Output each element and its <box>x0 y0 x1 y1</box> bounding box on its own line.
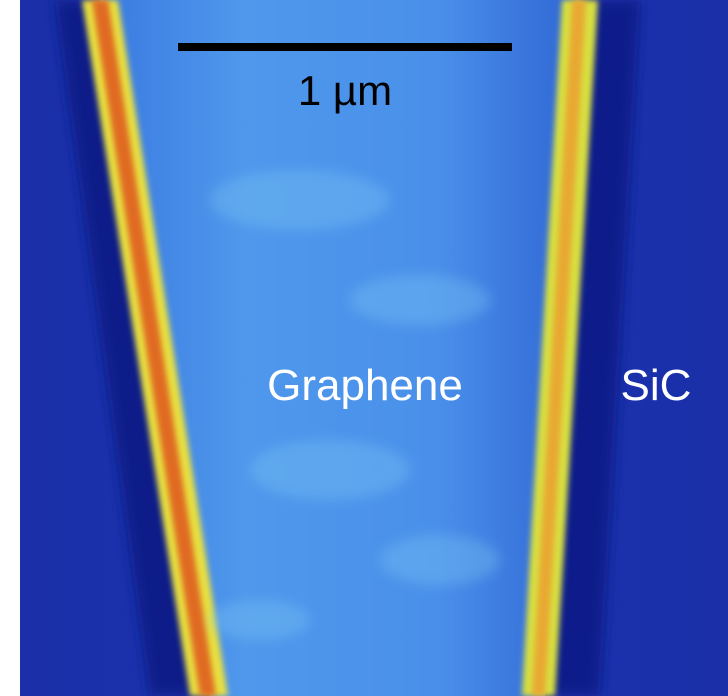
scale-bar-label: 1 µm <box>298 67 392 114</box>
scale-bar <box>178 43 512 51</box>
sic-label: SiC <box>621 361 692 410</box>
graphene-label: Graphene <box>267 361 463 410</box>
micrograph-figure: 1 µm Graphene SiC <box>0 0 728 696</box>
